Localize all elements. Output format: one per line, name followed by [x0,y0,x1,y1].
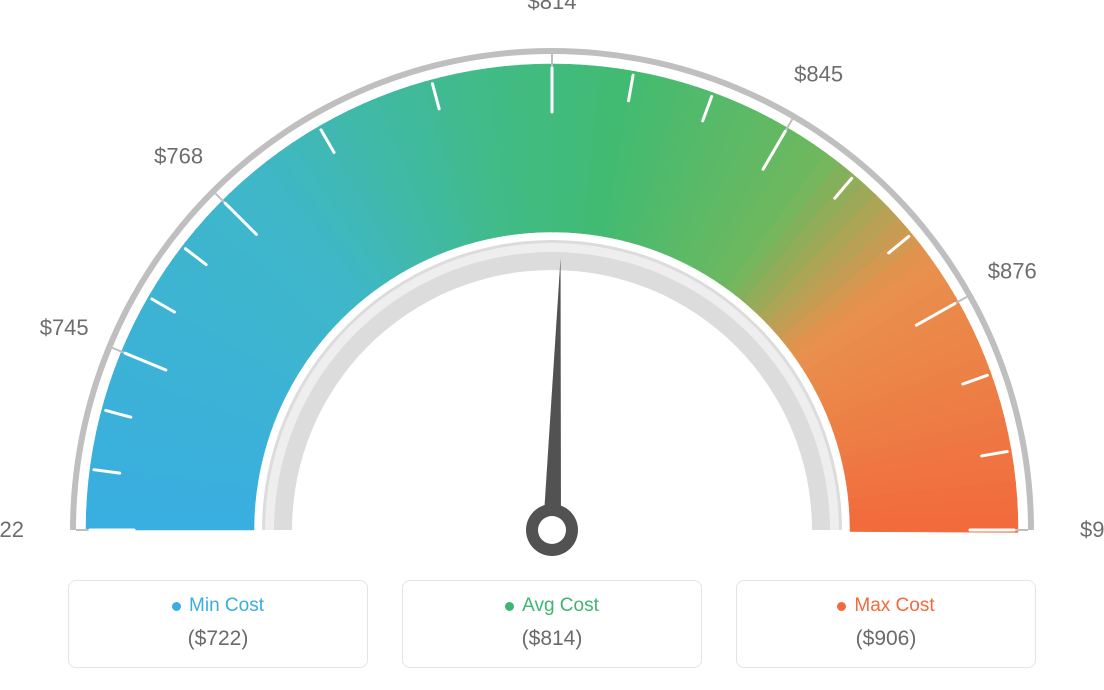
legend-title-avg: Avg Cost [505,595,599,617]
legend-value: ($722) [79,627,357,651]
dot-icon [837,602,846,611]
legend-title-max: Max Cost [837,595,934,617]
tick-label: $876 [988,258,1037,283]
gauge-svg: $722 $745 $768 $814 $845 $876 $906 [0,0,1104,560]
tick-label: $906 [1080,517,1104,542]
needle [543,258,561,530]
tick-label: $745 [40,315,89,340]
legend-value: ($814) [413,627,691,651]
legend-row: Min Cost ($722) Avg Cost ($814) Max Cost… [0,580,1104,668]
legend-value: ($906) [747,627,1025,651]
gauge-chart: $722 $745 $768 $814 $845 $876 $906 [0,0,1104,560]
legend-card-max: Max Cost ($906) [736,580,1036,668]
legend-label: Min Cost [189,595,264,617]
dot-icon [505,602,514,611]
legend-label: Avg Cost [522,595,599,617]
dot-icon [172,602,181,611]
legend-card-avg: Avg Cost ($814) [402,580,702,668]
tick-label: $768 [154,144,203,169]
tick-label: $722 [0,517,24,542]
legend-label: Max Cost [854,595,934,617]
legend-card-min: Min Cost ($722) [68,580,368,668]
tick-label: $845 [794,61,843,86]
tick-label: $814 [528,0,577,14]
legend-title-min: Min Cost [172,595,264,617]
